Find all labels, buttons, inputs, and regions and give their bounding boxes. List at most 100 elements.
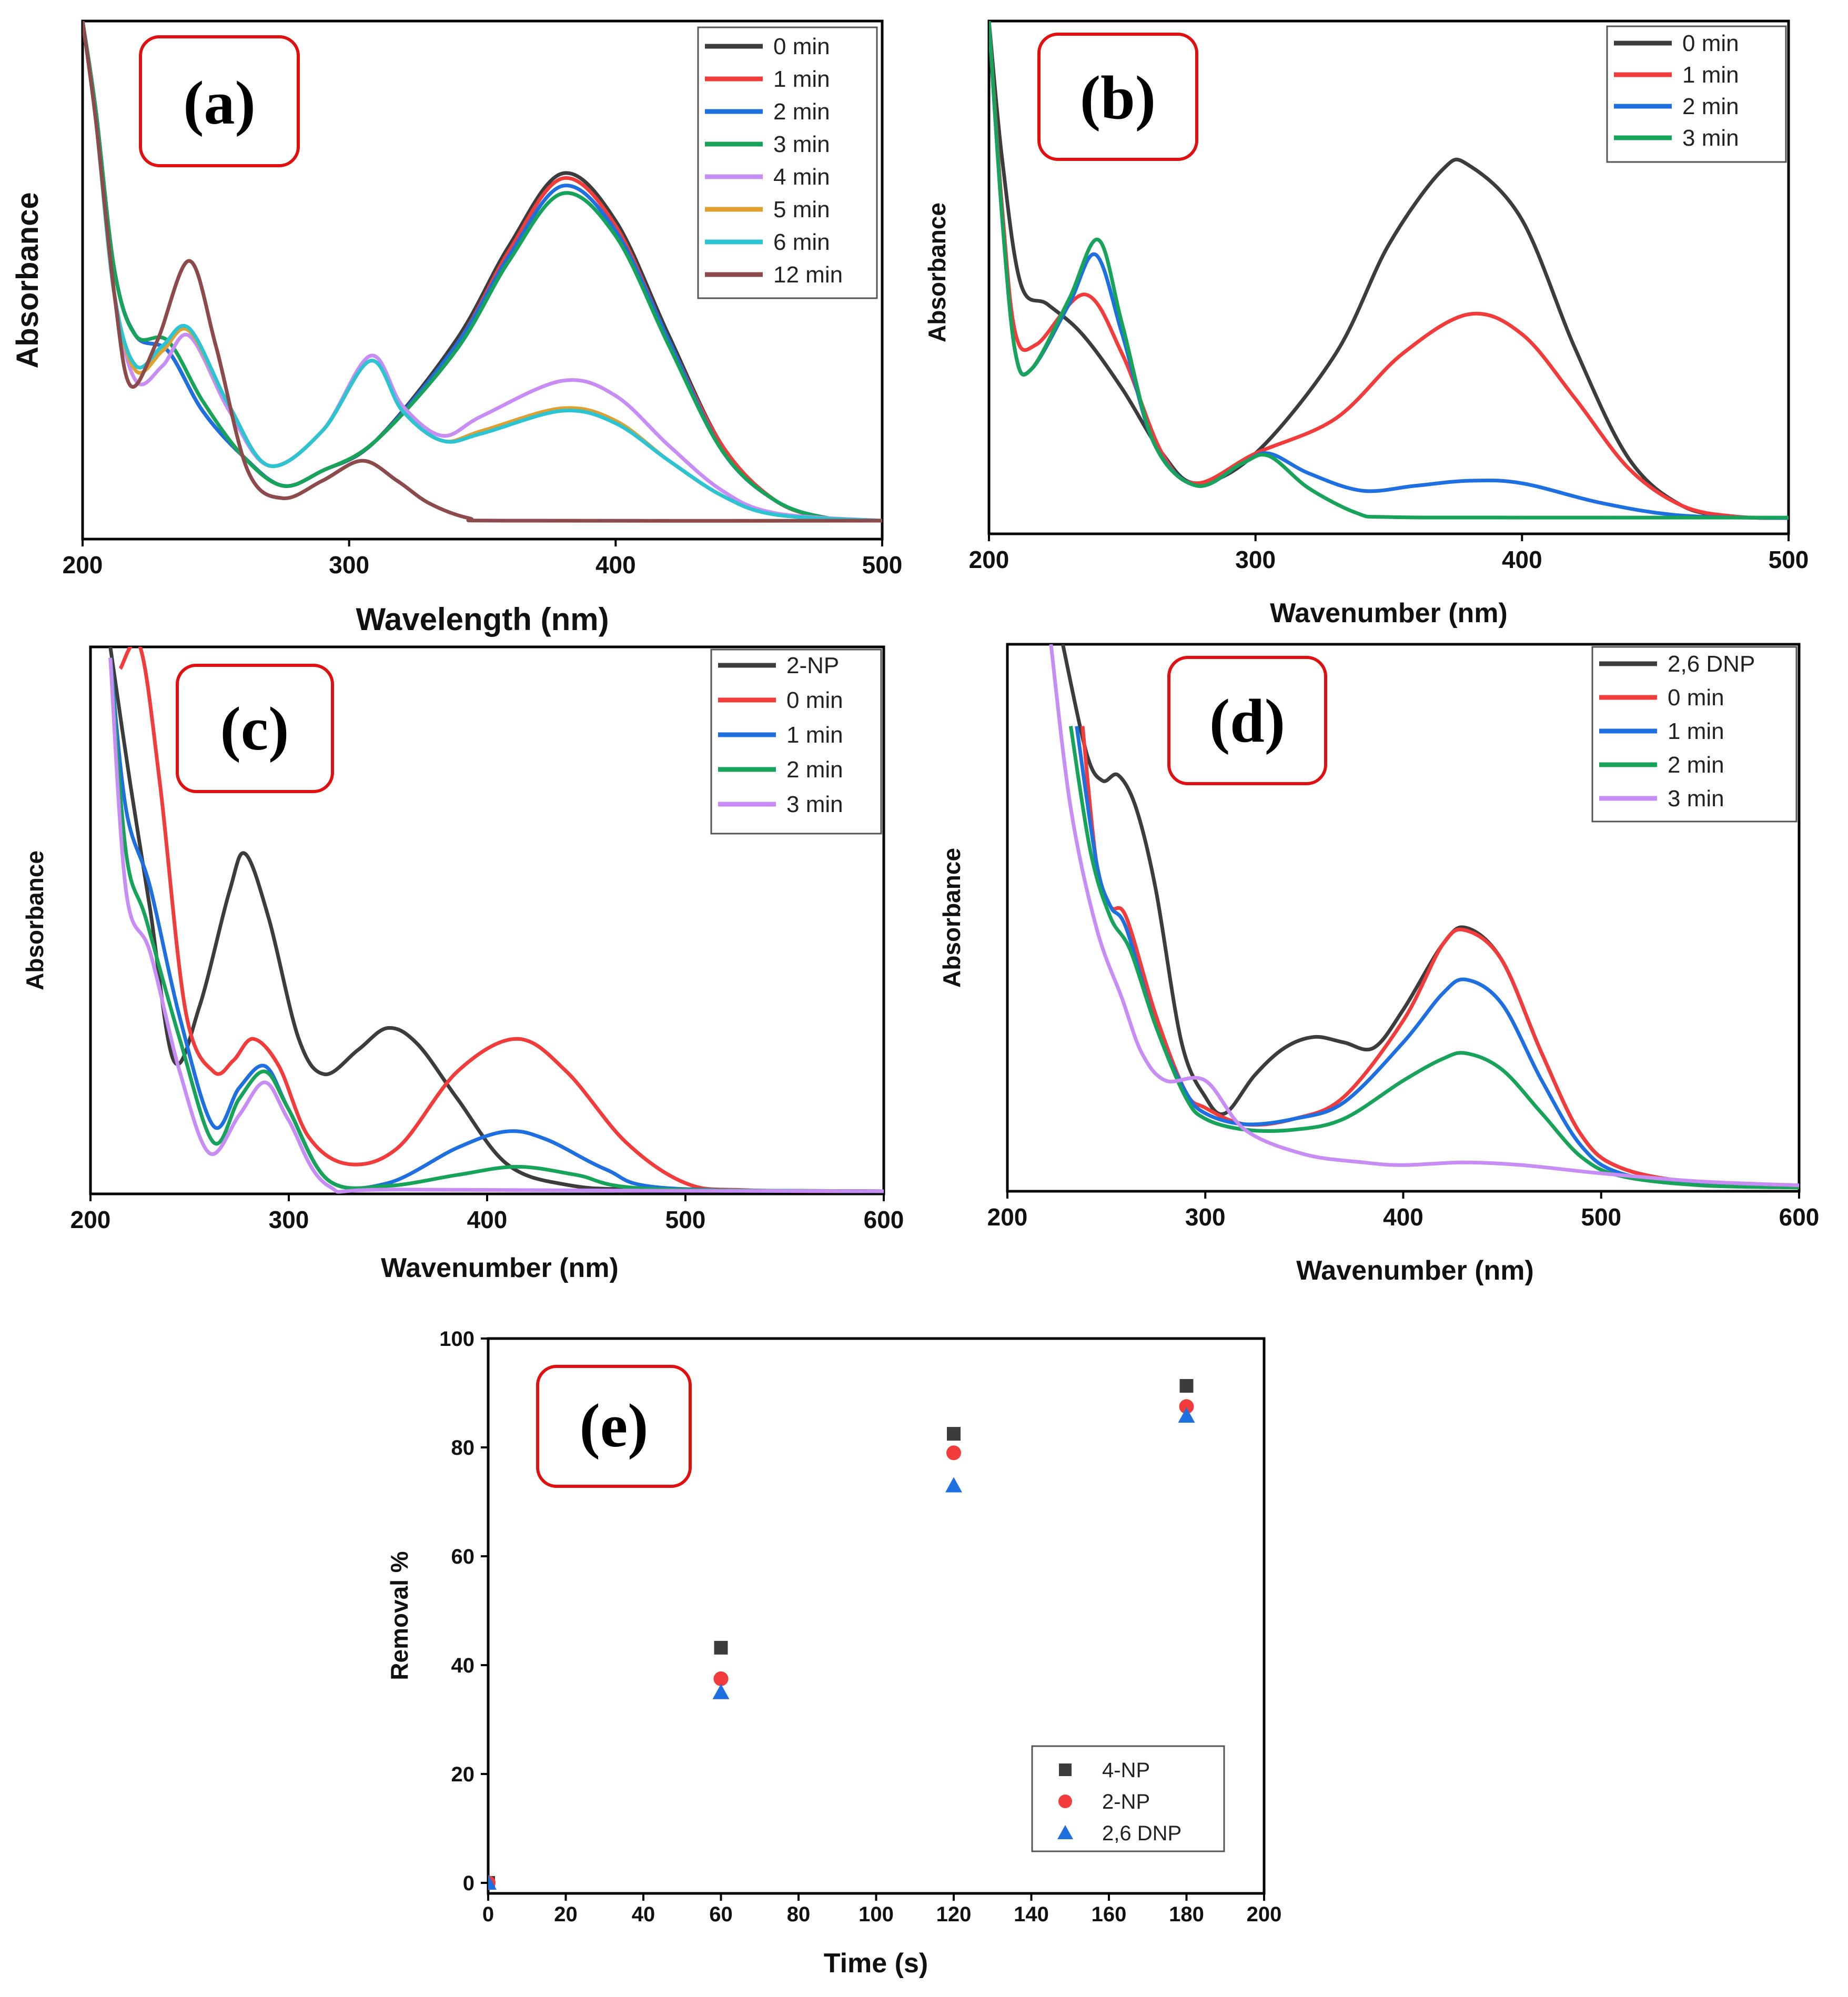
- panel-a: 200 300 400 500 Wavelength (nm) Absorbance …: [11, 19, 902, 637]
- panel-e-legend-marker: [1058, 1795, 1072, 1808]
- panel-b-xtick-label: 200: [969, 546, 1009, 573]
- panel-a-xtick-label: 200: [63, 551, 103, 579]
- panel-b-xtick-label: 400: [1502, 546, 1542, 573]
- panel-b-legend-label: 2 min: [1682, 94, 1739, 119]
- panel-c: 200 300 400 500 600 Wavenumber (nm) Absorban…: [21, 645, 904, 1283]
- panel-a-xtick-label: 300: [329, 551, 369, 579]
- panel-a-legend-label: 12 min: [773, 262, 843, 288]
- panel-d: 200 300 400 500 600 Wavenumber (nm) Absorban…: [938, 643, 1820, 1286]
- panel-a-legend-label: 1 min: [773, 66, 830, 92]
- panel-c-xlabel: Wavenumber (nm): [381, 1253, 619, 1283]
- panel-e-point-4np: [1179, 1379, 1194, 1393]
- panel-e-point-2np: [946, 1445, 961, 1461]
- panel-b-ylabel: Absorbance: [923, 202, 951, 342]
- panel-a-legend: [697, 26, 878, 299]
- panel-e-point-4np: [714, 1640, 728, 1655]
- panel-c-legend-label: 2-NP: [786, 653, 839, 678]
- panel-e-legend-marker: [1057, 1825, 1073, 1839]
- panel-e-xtick-label: 160: [1092, 1903, 1127, 1926]
- panel-a-xtick-layer: 200 300 400 500: [63, 539, 902, 579]
- panel-a-series-layer: [83, 21, 882, 523]
- panel-e-xtick-label: 140: [1014, 1903, 1049, 1926]
- panel-c-xtick-label: 200: [70, 1206, 111, 1233]
- panel-d-tag: (d): [1209, 686, 1285, 755]
- panel-c-series-line: [108, 657, 884, 1193]
- panel-e-xtick-label: 180: [1169, 1903, 1204, 1926]
- panel-e-xtick-label: 100: [859, 1903, 894, 1926]
- panel-e-ytick-label: 80: [451, 1436, 475, 1459]
- panel-e-xtick-label: 20: [554, 1903, 578, 1926]
- panel-a-legend-label: 0 min: [773, 34, 830, 59]
- panel-c-xtick-label: 300: [269, 1206, 309, 1233]
- panel-c-series-line: [108, 657, 884, 1194]
- panel-e-legend-label: 2,6 DNP: [1102, 1822, 1181, 1845]
- panel-d-series-line: [1049, 644, 1799, 1188]
- panel-e-point-2np: [713, 1671, 729, 1686]
- panel-b-xtick-layer: 200 300 400 500: [969, 534, 1809, 573]
- panel-e-xtick-label: 60: [709, 1903, 733, 1926]
- panel-e-legend-marker: [1059, 1763, 1072, 1776]
- panel-d-legend-label: 2 min: [1668, 752, 1724, 778]
- panel-e-tag: (e): [580, 1391, 649, 1460]
- panel-c-ylabel: Absorbance: [21, 850, 48, 990]
- panel-e-ytick-label: 0: [463, 1872, 474, 1895]
- panel-e-series-layer: [488, 1379, 1195, 1890]
- panel-e: 0 20 40 60 80 100 120 140 160 180 200 0 20 40 60 80 100…: [386, 1327, 1281, 1979]
- panel-a-xtick-label: 400: [595, 551, 636, 579]
- panel-b-legend-layer: 0 min 1 min 2 min 3 min: [1614, 31, 1739, 151]
- panel-a-tag: (a): [183, 68, 256, 137]
- panel-e-xlabel: Time (s): [824, 1948, 928, 1979]
- panel-e-tag-box: [536, 1365, 692, 1488]
- panel-e-ytick-layer: 0 20 40 60 80 100: [439, 1327, 488, 1895]
- panel-a-legend-label: 6 min: [773, 229, 830, 255]
- panel-e-point-4np: [947, 1427, 961, 1441]
- panel-a-frame: [81, 19, 884, 541]
- panel-c-tag-box: [176, 664, 334, 793]
- panel-e-legend-label: 2-NP: [1102, 1790, 1150, 1813]
- panel-c-legend-label: 3 min: [786, 792, 843, 817]
- panel-d-ylabel: Absorbance: [938, 848, 965, 988]
- panel-d-tag-box: [1167, 656, 1327, 785]
- panel-d-legend-label: 0 min: [1668, 685, 1724, 711]
- panel-d-xtick-label: 600: [1779, 1203, 1820, 1231]
- panel-e-xtick-label: 120: [936, 1903, 972, 1926]
- panel-d-xlabel: Wavenumber (nm): [1296, 1255, 1534, 1286]
- panel-a-legend-label: 2 min: [773, 99, 830, 125]
- panel-d-legend-label: 2,6 DNP: [1668, 651, 1755, 677]
- panel-b-frame: [987, 19, 1790, 535]
- panel-e-ytick-label: 60: [451, 1545, 475, 1568]
- panel-d-series-line: [1068, 726, 1799, 1190]
- panel-d-series-line: [1075, 726, 1799, 1189]
- panel-d-legend-layer: 2,6 DNP 0 min 1 min 2 min 3 min: [1599, 651, 1755, 812]
- panel-d-series-layer: [1049, 644, 1799, 1190]
- panel-e-point-26dnp: [1178, 1407, 1195, 1423]
- panel-b-series-layer: [989, 21, 1789, 520]
- panel-a-series-line: [83, 21, 882, 523]
- panel-c-xtick-label: 400: [467, 1206, 508, 1233]
- panel-c-series-layer: [108, 647, 884, 1194]
- panel-b: 200 300 400 500 Wavenumber (nm) Absorbance …: [923, 19, 1809, 629]
- panel-e-ytick-label: 20: [451, 1763, 475, 1786]
- panel-e-ytick-label: 100: [439, 1327, 474, 1351]
- panel-e-xtick-label: 200: [1247, 1903, 1282, 1926]
- panel-e-point-2np: [1179, 1399, 1194, 1414]
- panel-e-legend-label: 4-NP: [1102, 1759, 1150, 1782]
- panel-b-tag-box: [1037, 33, 1198, 161]
- panel-a-legend-label: 5 min: [773, 197, 830, 222]
- panel-a-tag-box: [139, 35, 300, 167]
- panel-d-xtick-label: 200: [987, 1203, 1028, 1231]
- panel-d-legend-label: 3 min: [1668, 786, 1724, 812]
- panel-b-xlabel: Wavenumber (nm): [1270, 598, 1508, 629]
- panel-d-legend: [1591, 646, 1797, 823]
- panel-e-xtick-label: 40: [632, 1903, 655, 1926]
- panel-c-series-line: [118, 647, 884, 1193]
- panel-d-xtick-layer: 200 300 400 500 600: [987, 1191, 1820, 1231]
- panel-e-point-26dnp: [945, 1477, 962, 1493]
- panel-c-legend-label: 1 min: [786, 722, 843, 748]
- panel-c-xtick-label: 500: [665, 1206, 706, 1233]
- panel-c-legend-layer: 2-NP 0 min 1 min 2 min 3 min: [718, 653, 843, 817]
- panel-b-legend-label: 0 min: [1682, 31, 1739, 56]
- panel-b-series-line: [989, 21, 1789, 520]
- panel-d-xtick-label: 400: [1383, 1203, 1423, 1231]
- panel-c-xtick-label: 600: [864, 1206, 904, 1233]
